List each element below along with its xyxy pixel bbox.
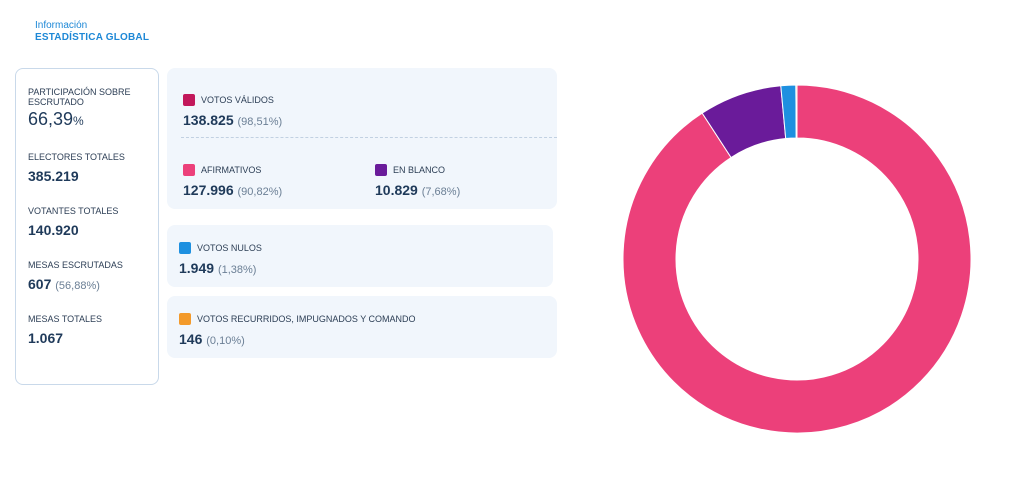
- stat-votantes: VOTANTES TOTALES 140.920: [28, 206, 146, 238]
- stat-label: VOTANTES TOTALES: [28, 206, 119, 216]
- stat-value: 66,39%: [28, 109, 84, 129]
- stat-mesas-escrutadas: MESAS ESCRUTADAS 607 (56,88%): [28, 260, 146, 292]
- votos-nulos-label: VOTOS NULOS: [197, 243, 262, 253]
- donut-slice-votos-recurridos[interactable]: [795, 84, 798, 139]
- votos-validos-value: 138.825 (98,51%): [183, 112, 283, 128]
- stat-value: 385.219: [28, 168, 79, 184]
- en-blanco-item: EN BLANCO 10.829 (7,68%): [375, 164, 460, 198]
- afirmativos-item: AFIRMATIVOS 127.996 (90,82%): [183, 164, 282, 198]
- stat-label: MESAS TOTALES: [28, 314, 103, 324]
- null-votes-panel: VOTOS NULOS 1.949 (1,38%): [167, 225, 553, 287]
- page-header: Información ESTADÍSTICA GLOBAL: [35, 20, 149, 44]
- votos-validos-label: VOTOS VÁLIDOS: [201, 95, 274, 105]
- valid-votes-panel: VOTOS VÁLIDOS 138.825 (98,51%) AFIRMATIV…: [167, 68, 557, 209]
- votes-donut-chart: [622, 84, 972, 434]
- afirmativos-value: 127.996 (90,82%): [183, 182, 283, 198]
- votos-nulos-item: VOTOS NULOS 1.949 (1,38%): [179, 242, 262, 276]
- votos-nulos-value: 1.949 (1,38%): [179, 260, 257, 276]
- stat-value: 140.920: [28, 222, 79, 238]
- afirmativos-label: AFIRMATIVOS: [201, 165, 262, 175]
- votos-validos-item: VOTOS VÁLIDOS 138.825 (98,51%): [183, 94, 282, 128]
- votos-recurridos-value: 146 (0,10%): [179, 331, 245, 347]
- header-kicker: Información: [35, 20, 88, 31]
- panel-divider: [181, 137, 557, 138]
- stat-label: PARTICIPACIÓN SOBRE ESCRUTADO: [28, 87, 131, 107]
- stat-value: 607 (56,88%): [28, 276, 100, 292]
- page-title: ESTADÍSTICA GLOBAL: [35, 32, 150, 43]
- stat-label: MESAS ESCRUTADAS: [28, 260, 123, 270]
- votos-recurridos-label: VOTOS RECURRIDOS, IMPUGNADOS Y COMANDO: [197, 314, 416, 324]
- donut-slice-afirmativos[interactable]: [622, 84, 972, 434]
- global-stats-card: PARTICIPACIÓN SOBRE ESCRUTADO 66,39% ELE…: [15, 68, 159, 385]
- contested-votes-panel: VOTOS RECURRIDOS, IMPUGNADOS Y COMANDO 1…: [167, 296, 557, 358]
- votos-validos-swatch: [183, 94, 195, 106]
- votos-recurridos-item: VOTOS RECURRIDOS, IMPUGNADOS Y COMANDO 1…: [179, 313, 416, 347]
- stat-value: 1.067: [28, 330, 64, 346]
- stat-participacion: PARTICIPACIÓN SOBRE ESCRUTADO 66,39%: [28, 87, 146, 130]
- en-blanco-value: 10.829 (7,68%): [375, 182, 461, 198]
- en-blanco-label: EN BLANCO: [393, 165, 446, 175]
- stat-mesas-totales: MESAS TOTALES 1.067: [28, 314, 146, 346]
- stat-label: ELECTORES TOTALES: [28, 152, 125, 162]
- votos-recurridos-swatch: [179, 313, 191, 325]
- en-blanco-swatch: [375, 164, 387, 176]
- stat-electores: ELECTORES TOTALES 385.219: [28, 152, 146, 184]
- afirmativos-swatch: [183, 164, 195, 176]
- votos-nulos-swatch: [179, 242, 191, 254]
